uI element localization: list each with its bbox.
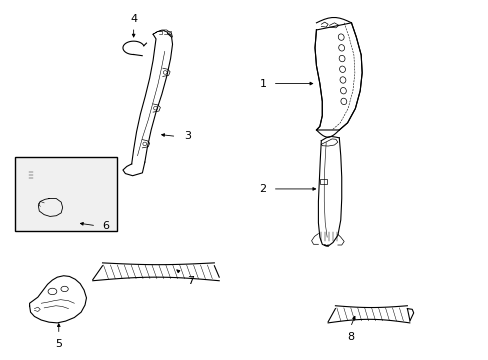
Text: 8: 8 <box>346 332 353 342</box>
Bar <box>27 170 34 180</box>
Text: 5: 5 <box>55 339 62 349</box>
Text: 4: 4 <box>130 14 137 23</box>
Bar <box>15 157 117 231</box>
Text: 3: 3 <box>183 131 190 141</box>
Bar <box>320 179 326 184</box>
Text: 1: 1 <box>259 78 266 89</box>
Text: 7: 7 <box>187 276 194 286</box>
Text: 6: 6 <box>102 221 109 231</box>
Text: 2: 2 <box>259 184 266 194</box>
